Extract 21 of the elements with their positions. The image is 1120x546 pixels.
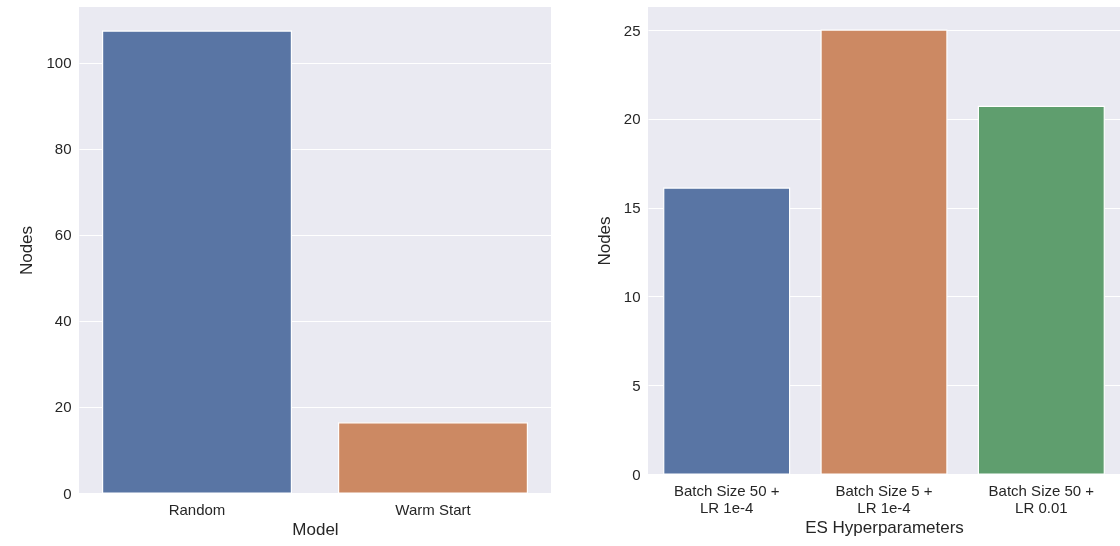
y-tick-label: 80 — [54, 140, 72, 158]
x-tick-label: Batch Size 50 + LR 0.01 — [988, 481, 1095, 516]
y-axis-title: Nodes — [594, 216, 614, 266]
y-axis-title: Nodes — [17, 225, 37, 276]
y-tick-label: 20 — [623, 110, 641, 128]
y-tick-label: 15 — [623, 199, 641, 217]
x-tick-label: Batch Size 50 + LR 1e-4 — [673, 481, 780, 516]
y-tick-label: 60 — [54, 226, 72, 244]
y-tick-label: 25 — [623, 21, 641, 39]
x-tick-label: Random — [168, 500, 226, 518]
x-tick-label: Warm Start — [395, 500, 472, 518]
y-tick-label: 5 — [632, 376, 641, 394]
x-axis-title: ES Hyperparameters — [805, 517, 964, 537]
y-tick-label: 20 — [54, 398, 72, 416]
y-tick-label: 100 — [46, 54, 72, 72]
y-tick-label: 0 — [63, 484, 72, 502]
y-tick-label: 10 — [623, 287, 641, 305]
x-tick-label: Batch Size 5 + LR 1e-4 — [835, 481, 933, 516]
x-axis-title: Model — [292, 519, 339, 539]
y-tick-label: 40 — [54, 312, 72, 330]
y-tick-label: 0 — [632, 465, 641, 483]
